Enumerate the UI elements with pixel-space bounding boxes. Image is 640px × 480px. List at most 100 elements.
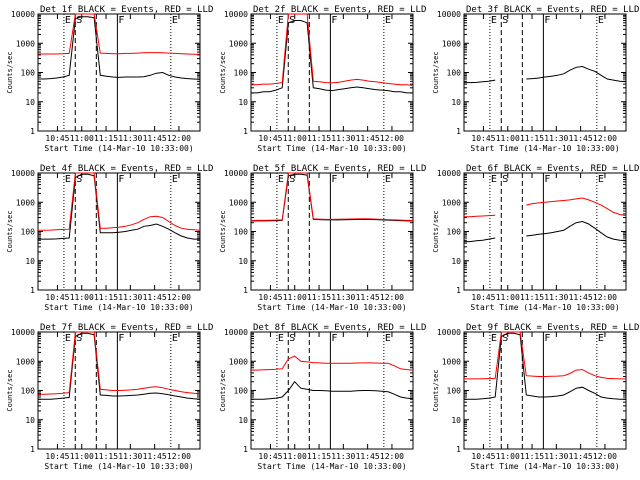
y-tick-label: 1 — [30, 445, 35, 454]
y-tick-label: 1 — [243, 445, 248, 454]
x-tick-label: 10:45 — [45, 452, 69, 461]
x-axis-label: Start Time (14-Mar-10 10:33:00) — [470, 144, 619, 153]
x-axis-label: Start Time (14-Mar-10 10:33:00) — [470, 462, 619, 471]
x-tick-label: 11:15 — [520, 452, 544, 461]
y-tick-label: 1 — [243, 286, 248, 295]
y-tick-label: 1000 — [16, 357, 35, 366]
y-tick-label: 1 — [30, 286, 35, 295]
interval-marker-label: F — [118, 174, 124, 185]
x-tick-label: 11:45 — [143, 293, 167, 302]
y-axis-label: Counts/sec — [6, 51, 14, 93]
panel-title: Det 7f BLACK = Events, RED = LLD — [40, 323, 213, 333]
interval-marker-label: F — [544, 174, 550, 185]
x-tick-label: 10:45 — [258, 452, 282, 461]
x-tick-label: 11:00 — [496, 293, 520, 302]
x-tick-label: 12:00 — [167, 293, 191, 302]
y-tick-label: 100 — [447, 387, 462, 396]
plot-frame — [250, 172, 414, 291]
plot-frame — [250, 13, 414, 132]
panel-det-3f: Det 3f BLACK = Events, RED = LLD 1 10 100 10… — [432, 5, 639, 153]
panel-det-1f: Det 1f BLACK = Events, RED = LLD 1 10 100 10… — [6, 5, 213, 153]
x-tick-label: 10:45 — [258, 134, 282, 143]
interval-marker-label: S — [76, 174, 82, 185]
x-tick-label: 12:00 — [593, 452, 617, 461]
y-axis-label: Counts/sec — [219, 369, 227, 411]
y-axis-label: Counts/sec — [219, 210, 227, 252]
panel-det-7f: Det 7f BLACK = Events, RED = LLD 1 10 100 10… — [6, 323, 213, 471]
x-tick-label: 11:15 — [520, 293, 544, 302]
x-tick-label: 11:00 — [496, 452, 520, 461]
interval-marker-label: S — [289, 15, 295, 26]
interval-marker-label: E — [491, 15, 497, 26]
interval-marker-label: S — [289, 174, 295, 185]
y-tick-label: 10000 — [437, 328, 461, 337]
panel-title: Det 6f BLACK = Events, RED = LLD — [466, 164, 639, 174]
series-lld-line — [38, 331, 201, 395]
x-tick-label: 12:00 — [167, 452, 191, 461]
x-axis-label: Start Time (14-Mar-10 10:33:00) — [44, 462, 193, 471]
x-tick-label: 11:30 — [331, 293, 355, 302]
x-tick-label: 11:00 — [283, 134, 307, 143]
y-tick-label: 1000 — [442, 198, 461, 207]
y-tick-label: 10 — [451, 257, 461, 266]
y-tick-label: 10000 — [224, 10, 248, 19]
y-tick-label: 10000 — [11, 328, 35, 337]
series-lld-line — [251, 172, 413, 221]
x-tick-label: 11:45 — [143, 452, 167, 461]
panel-title: Det 4f BLACK = Events, RED = LLD — [40, 164, 213, 174]
x-tick-label: 11:30 — [544, 293, 568, 302]
interval-marker-label: F — [118, 333, 124, 344]
series-lld-line — [464, 331, 626, 380]
series-lld-line — [38, 13, 200, 55]
x-tick-label: 11:45 — [569, 452, 593, 461]
y-axis-label: Counts/sec — [219, 51, 227, 93]
interval-marker-label: E — [491, 333, 497, 344]
y-tick-label: 10 — [25, 98, 35, 107]
x-tick-label: 12:00 — [593, 134, 617, 143]
interval-marker-label: S — [502, 333, 508, 344]
interval-marker-label: S — [289, 333, 295, 344]
y-axis-label: Counts/sec — [6, 210, 14, 252]
plot-frame — [463, 13, 627, 132]
y-tick-label: 100 — [21, 387, 36, 396]
series-lld-line — [251, 13, 414, 86]
x-tick-label: 10:45 — [258, 293, 282, 302]
y-axis-label: Counts/sec — [432, 210, 440, 252]
y-tick-label: 10 — [25, 416, 35, 425]
interval-marker-label: E — [385, 333, 391, 344]
interval-marker-label: F — [544, 15, 550, 26]
series-lld-line — [38, 172, 201, 231]
interval-marker-label: E — [278, 174, 284, 185]
y-tick-label: 1000 — [229, 357, 248, 366]
y-tick-label: 100 — [234, 228, 249, 237]
interval-marker-label: E — [385, 174, 391, 185]
x-tick-label: 10:45 — [45, 134, 69, 143]
y-tick-label: 1000 — [442, 357, 461, 366]
interval-marker-label: E — [278, 333, 284, 344]
plot-frame — [463, 172, 627, 291]
x-tick-label: 11:00 — [283, 452, 307, 461]
y-axis-label: Counts/sec — [6, 369, 14, 411]
series-lld-line — [464, 197, 627, 218]
x-tick-label: 11:15 — [307, 134, 331, 143]
interval-marker-label: S — [76, 15, 82, 26]
x-tick-label: 11:15 — [94, 293, 118, 302]
y-tick-label: 10000 — [437, 10, 461, 19]
panel-det-4f: Det 4f BLACK = Events, RED = LLD 1 10 100 10… — [6, 164, 213, 312]
x-tick-label: 11:15 — [94, 134, 118, 143]
x-tick-label: 11:15 — [307, 452, 331, 461]
x-tick-label: 11:45 — [143, 134, 167, 143]
x-tick-label: 11:45 — [569, 134, 593, 143]
panel-det-5f: Det 5f BLACK = Events, RED = LLD 1 10 100 10… — [219, 164, 426, 312]
panel-title: Det 5f BLACK = Events, RED = LLD — [253, 164, 426, 174]
y-tick-label: 1000 — [442, 39, 461, 48]
plot-frame — [37, 13, 201, 132]
y-tick-label: 10000 — [11, 10, 35, 19]
interval-marker-label: S — [502, 174, 508, 185]
panel-title: Det 2f BLACK = Events, RED = LLD — [253, 5, 426, 15]
y-tick-label: 1000 — [16, 39, 35, 48]
y-tick-label: 100 — [447, 228, 462, 237]
y-tick-label: 10 — [238, 98, 248, 107]
y-tick-label: 10 — [238, 257, 248, 266]
series-events-line — [38, 332, 201, 400]
